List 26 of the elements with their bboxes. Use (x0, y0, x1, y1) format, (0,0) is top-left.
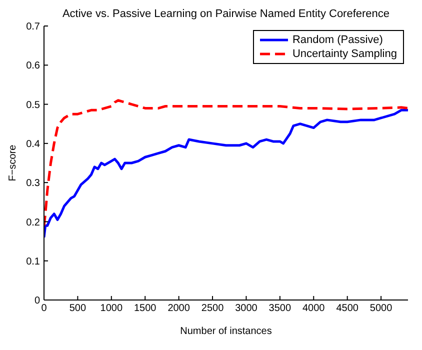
x-tick-label: 1500 (134, 303, 157, 314)
line-series (44, 108, 408, 239)
line-series (44, 99, 408, 227)
x-axis-title: Number of instances (180, 326, 272, 337)
y-tick-label: 0.4 (26, 138, 40, 150)
y-axis-title: F−score (8, 144, 19, 182)
x-tick-label: 500 (69, 303, 86, 314)
x-tick-label: 3000 (235, 303, 258, 314)
x-tick-label: 0 (41, 303, 48, 314)
x-tick-label: 4000 (302, 303, 326, 314)
y-tick-label: 0.2 (26, 217, 40, 228)
y-tick-label: 0.1 (26, 256, 40, 268)
x-tick-label: 5000 (370, 303, 393, 314)
legend-label: Uncertainty Sampling (292, 47, 397, 61)
chart-title: Active vs. Passive Learning on Pairwise Named Entity Coreference (61, 8, 391, 20)
y-tick-label: 0.5 (26, 100, 40, 111)
y-tick-label: 0 (34, 296, 40, 307)
x-tick-label: 1000 (100, 303, 123, 314)
y-tick-label: 0.3 (26, 178, 40, 190)
x-tick-label: 2500 (201, 303, 224, 314)
x-tick-label: 3500 (268, 303, 292, 314)
x-tick-label: 2000 (168, 303, 190, 314)
y-tick-label: 0.7 (26, 22, 40, 33)
x-tick-label: 4500 (336, 303, 359, 314)
y-tick-label: 0.6 (26, 60, 40, 72)
legend-label: Random (Passive) (292, 33, 383, 47)
